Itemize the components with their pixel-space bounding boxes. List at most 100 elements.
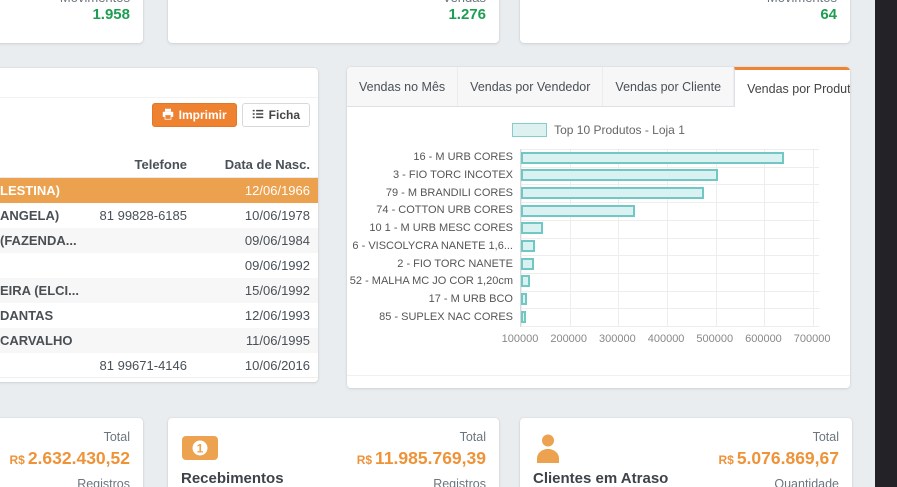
- currency-prefix: R$: [718, 453, 734, 467]
- grid-line-horizontal: [521, 272, 819, 274]
- cell-date: 09/06/1992: [244, 258, 310, 273]
- grid-line-vertical: [667, 149, 669, 326]
- y-category-label: 85 - SUPLEX NAC CORES: [379, 310, 513, 323]
- panel-footer: [0, 377, 318, 382]
- stat-count-label: Quantidade: [774, 477, 839, 487]
- chart-bar: [521, 240, 535, 252]
- stat-value: R$ 11.985.769,39: [357, 448, 486, 470]
- grid-line-horizontal: [521, 255, 819, 257]
- chart-bar: [521, 293, 527, 306]
- grid-line-vertical: [764, 149, 766, 326]
- table-toolbar: Imprimir Ficha: [151, 103, 310, 127]
- stat-total-label: Total: [103, 430, 130, 444]
- cell-date: 12/06/1993: [244, 308, 310, 323]
- printer-icon: [162, 108, 174, 123]
- chart-bar: [521, 275, 530, 288]
- grid-line-horizontal: [521, 166, 819, 168]
- grid-line-vertical: [569, 149, 571, 326]
- cell-phone: 81 99828-6185: [99, 208, 187, 223]
- cell-date: 09/06/1984: [244, 233, 310, 248]
- panel-header: [0, 68, 318, 98]
- tab-vendas-por-cliente[interactable]: Vendas por Cliente: [603, 67, 735, 106]
- cell-date: 10/06/2016: [244, 358, 310, 373]
- y-category-label: 74 - COTTON URB CORES: [376, 204, 513, 217]
- cell-date: 12/06/1966: [244, 183, 310, 198]
- sales-chart-panel: Vendas no Mês Vendas por Vendedor Vendas…: [347, 67, 850, 388]
- cell-name: (FAZENDA...: [0, 233, 77, 248]
- stat-card-title: Clientes em Atraso: [533, 470, 669, 487]
- stat-total-label: Total: [812, 430, 839, 444]
- table-row[interactable]: 09/06/1992: [0, 253, 318, 278]
- grid-line-horizontal: [521, 326, 819, 327]
- grid-line-horizontal: [521, 149, 819, 150]
- grid-line-horizontal: [521, 308, 819, 310]
- grid-line-vertical: [521, 149, 522, 326]
- table-row[interactable]: DANTAS 12/06/1993: [0, 303, 318, 328]
- column-header-telefone: Telefone: [134, 157, 188, 172]
- chart-bar: [521, 310, 526, 323]
- table-row[interactable]: 81 99671-4146 10/06/2016: [0, 353, 318, 378]
- currency-prefix: R$: [9, 453, 25, 467]
- birthdays-table-panel: Imprimir Ficha Telefone Data de Nasc. LE…: [0, 68, 318, 382]
- stat-amount: 2.632.430,52: [27, 448, 130, 468]
- stat-count-label: Registros: [433, 477, 486, 487]
- currency-prefix: R$: [356, 453, 373, 467]
- table-row[interactable]: EIRA (ELCI... 15/06/1992: [0, 278, 318, 303]
- tab-vendas-por-produto[interactable]: Vendas por Produto: [734, 67, 850, 107]
- cell-name: DANTAS: [0, 308, 54, 323]
- grid-line-vertical: [618, 149, 620, 326]
- table-row[interactable]: CARVALHO 11/06/1995: [0, 328, 318, 353]
- x-tick-label: 300000: [599, 333, 636, 345]
- legend-label: Top 10 Produtos - Loja 1: [554, 123, 685, 137]
- stat-amount: 5.076.869,67: [736, 448, 839, 468]
- summary-value: 1.958: [92, 6, 130, 23]
- cell-name: ANGELA): [0, 208, 60, 223]
- x-tick-label: 200000: [550, 333, 588, 345]
- tab-vendas-no-mes[interactable]: Vendas no Mês: [347, 67, 459, 106]
- cell-date: 10/06/1978: [244, 208, 310, 223]
- legend-swatch: [512, 123, 548, 137]
- chart-legend: Top 10 Produtos - Loja 1: [347, 123, 850, 137]
- svg-text:1: 1: [197, 442, 204, 456]
- ficha-button[interactable]: Ficha: [241, 103, 310, 127]
- x-tick-label: 700000: [793, 333, 831, 345]
- chart-tabbar: Vendas no Mês Vendas por Vendedor Vendas…: [347, 67, 850, 107]
- cell-phone: 81 99671-4146: [99, 358, 187, 373]
- stat-count-label: Registros: [77, 477, 130, 487]
- stat-block: Total R$ 5.076.869,67 Quantidade: [718, 430, 839, 487]
- print-button[interactable]: Imprimir: [151, 103, 237, 127]
- money-bill-icon: 1: [181, 433, 219, 468]
- summary-value: 1.276: [448, 6, 486, 23]
- table-row[interactable]: ANGELA) 81 99828-6185 10/06/1978: [0, 203, 318, 228]
- chart-plot-area: [520, 149, 819, 327]
- y-category-label: 3 - FIO TORC INCOTEX: [393, 169, 513, 182]
- stat-value: R$ 5.076.869,67: [718, 448, 839, 470]
- table-row[interactable]: (FAZENDA... 09/06/1984: [0, 228, 318, 253]
- table-header-row: Telefone Data de Nasc.: [0, 152, 318, 178]
- stat-value: R$ 2.632.430,52: [9, 448, 130, 470]
- summary-value: 64: [820, 6, 837, 23]
- summary-label: Movimentos: [60, 0, 130, 6]
- chart-bar: [521, 169, 719, 182]
- stat-card-clientes-em-atraso: Clientes em Atraso Total R$ 5.076.869,67 …: [520, 418, 852, 487]
- print-button-label: Imprimir: [178, 108, 227, 122]
- cell-name: LESTINA): [0, 183, 60, 198]
- tab-vendas-por-vendedor[interactable]: Vendas por Vendedor: [458, 67, 604, 106]
- y-category-label: 52 - MALHA MC JO COR 1,20cm: [349, 275, 513, 288]
- y-category-label: 6 - VISCOLYCRA NANETE 1,6...: [352, 239, 513, 252]
- x-tick-label: 600000: [745, 333, 782, 345]
- table-row[interactable]: LESTINA) 12/06/1966: [0, 178, 318, 203]
- grid-line-horizontal: [521, 290, 819, 292]
- right-dark-edge: [875, 0, 897, 487]
- grid-line-horizontal: [521, 237, 819, 239]
- x-tick-label: 400000: [647, 333, 685, 345]
- column-header-nascimento: Data de Nasc.: [224, 157, 310, 172]
- person-icon: [533, 433, 563, 468]
- x-tick-label: 500000: [696, 333, 734, 345]
- y-category-label: 10 1 - M URB MESC CORES: [369, 222, 513, 235]
- summary-card-vendas: Vendas 1.276: [168, 0, 499, 43]
- stat-card-recebimentos: 1 Recebimentos Total R$ 11.985.769,39 Reg…: [168, 418, 499, 487]
- grid-line-horizontal: [521, 219, 819, 221]
- panel-footer: [347, 375, 850, 388]
- grid-line-vertical: [715, 149, 717, 326]
